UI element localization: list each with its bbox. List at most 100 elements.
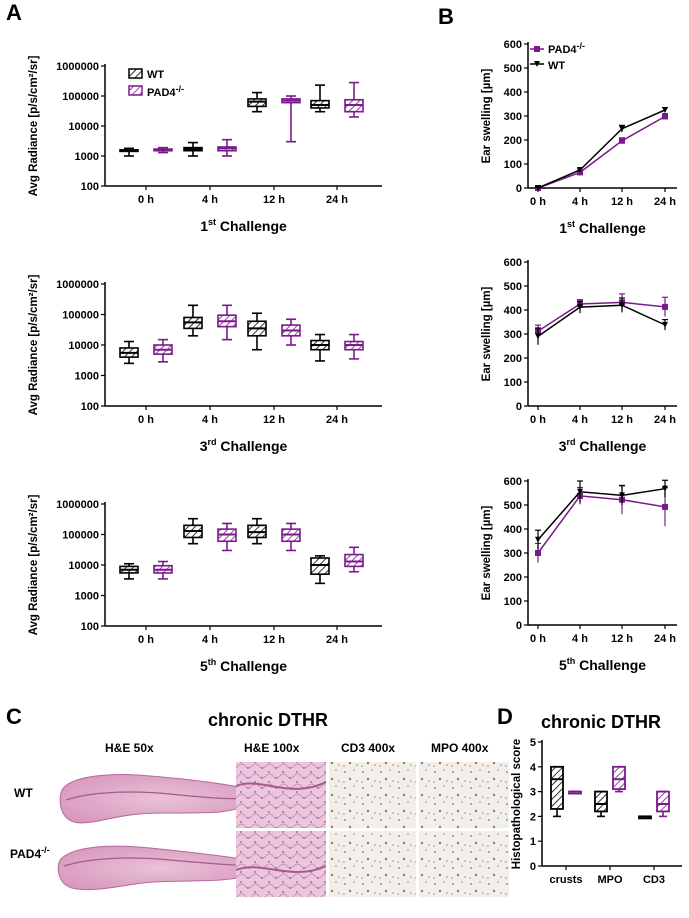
header-cd3-400x: CD3 400x [341,741,395,755]
legend-wt-swatch [128,68,143,79]
micrograph-pad4-he-100x [236,831,326,897]
y-tick-label-b3-5: 500 [504,500,522,512]
row-label-wt: WT [14,786,33,800]
chart-title-a3: 5th Challenge [200,657,287,674]
y-tick-label-b3-3: 300 [504,548,522,560]
chart-title-b3: 5th Challenge [559,656,646,673]
legend-wt-text: WT [548,60,565,72]
y-tick-label-a2-1: 1000 [75,371,99,383]
data-point-b3-pad4-3 [662,503,668,510]
x-tick-label-b3-1: 4 h [572,633,588,645]
y-tick-label-d-5: 5 [530,737,536,749]
data-point-b2-wt-3 [662,321,668,328]
legend-wt-marker [534,61,540,67]
y-axis-label-a3: Avg Radiance [p/s/cm²/sr] [28,494,40,635]
x-tick-label-b1-0: 0 h [530,196,546,208]
y-tick-label-d-3: 3 [530,787,536,799]
x-tick-label-a2-3: 24 h [326,414,348,426]
panel-label-d: D [497,704,513,729]
chart-title-b2: 3rd Challenge [559,437,647,454]
y-tick-label-a3-1: 1000 [75,591,99,603]
series-line-b2-pad4 [537,301,666,332]
y-tick-label-b1-3: 300 [504,111,522,123]
y-tick-label-b3-1: 100 [504,596,522,608]
y-tick-label-d-2: 2 [530,811,536,823]
data-point-b1-pad4-3 [662,113,668,120]
y-tick-label-b1-2: 200 [504,135,522,147]
data-point-b1-pad4-2 [619,137,625,144]
x-tick-label-b3-3: 24 h [654,633,676,645]
legend-panel-a: WT PAD4-/- [128,68,184,99]
box-a3-wt-3 [310,557,330,575]
x-tick-label-a3-1: 4 h [202,634,218,646]
micrograph-wt-he-100x [236,762,326,828]
x-tick-label-a1-1: 4 h [202,194,218,206]
series-line-b3-wt [537,487,666,541]
tissue-section-wt-edge [65,791,253,801]
chart-title-b1: 1st Challenge [559,219,646,236]
x-tick-label-a3-2: 12 h [263,634,285,646]
y-tick-label-a2-4: 1000000 [56,279,99,291]
y-axis-label-b3: Ear swelling [µm] [481,505,493,600]
y-tick-label-b2-4: 400 [504,305,522,317]
y-tick-label-a1-1: 1000 [75,151,99,163]
tissue-section-pad4 [57,845,265,891]
row-label-pad4: PAD4-/- [10,845,50,861]
y-tick-label-b1-1: 100 [504,159,522,171]
y-tick-label-b2-3: 300 [504,329,522,341]
panel-label-b: B [438,4,454,29]
x-tick-label-d-2: CD3 [643,874,665,886]
y-tick-label-b1-4: 400 [504,87,522,99]
box-d-wt-0 [550,765,564,810]
x-tick-label-a3-3: 24 h [326,634,348,646]
header-he-100x: H&E 100x [244,741,300,755]
header-he-50x: H&E 50x [105,741,154,755]
x-tick-label-b2-2: 12 h [611,414,633,426]
y-axis-label-a2: Avg Radiance [p/s/cm²/sr] [28,274,40,415]
data-point-b3-pad4-0 [535,550,541,556]
micrograph-pad4-he-100x-fold [235,865,327,874]
data-point-b1-wt-0 [535,185,541,191]
x-tick-label-a1-0: 0 h [138,194,154,206]
y-tick-label-b1-0: 0 [516,183,522,195]
y-tick-label-a3-3: 100000 [62,530,99,542]
x-tick-label-b1-2: 12 h [611,196,633,208]
legend-pad4-marker [534,46,540,52]
x-tick-label-b2-3: 24 h [654,414,676,426]
y-tick-label-b2-0: 0 [516,401,522,413]
panel-d-title: chronic DTHR [541,712,661,732]
box-d-pad4-1 [612,765,626,791]
x-tick-label-a2-2: 12 h [263,414,285,426]
panel-c-histology: chronic DTHR H&E 50x H&E 100x CD3 400x M… [10,710,509,897]
data-point-b2-pad4-3 [662,303,668,310]
box-a1-wt-2 [247,98,267,108]
x-tick-label-a2-0: 0 h [138,414,154,426]
legend-pad4-swatch [128,85,143,96]
y-tick-label-b3-4: 400 [504,524,522,536]
x-tick-label-a1-3: 24 h [326,194,348,206]
legend-wt-label: WT [147,69,164,81]
data-point-b3-wt-0 [535,536,541,543]
x-tick-label-b1-3: 24 h [654,196,676,208]
panel-c-title: chronic DTHR [208,710,328,730]
legend-pad4-label: PAD4-/- [147,84,184,99]
x-tick-label-b3-2: 12 h [611,633,633,645]
data-point-b1-wt-3 [662,107,668,113]
y-tick-label-b3-6: 600 [504,476,522,488]
y-tick-label-b3-2: 200 [504,572,522,584]
x-tick-label-b3-0: 0 h [530,633,546,645]
x-tick-label-a1-2: 12 h [263,194,285,206]
tissue-section-pad4-edge [63,857,259,867]
data-point-b1-wt-1 [577,167,583,173]
x-tick-label-a2-1: 4 h [202,414,218,426]
tissue-section-wt [59,774,263,824]
y-tick-label-a1-2: 10000 [68,121,99,133]
y-tick-label-b2-6: 600 [504,257,522,269]
header-mpo-400x: MPO 400x [431,741,489,755]
micrograph-pad4-mpo-400x [419,831,509,897]
data-point-b3-wt-2 [619,492,625,499]
x-tick-label-b1-1: 4 h [572,196,588,208]
panel-label-a: A [6,0,22,25]
